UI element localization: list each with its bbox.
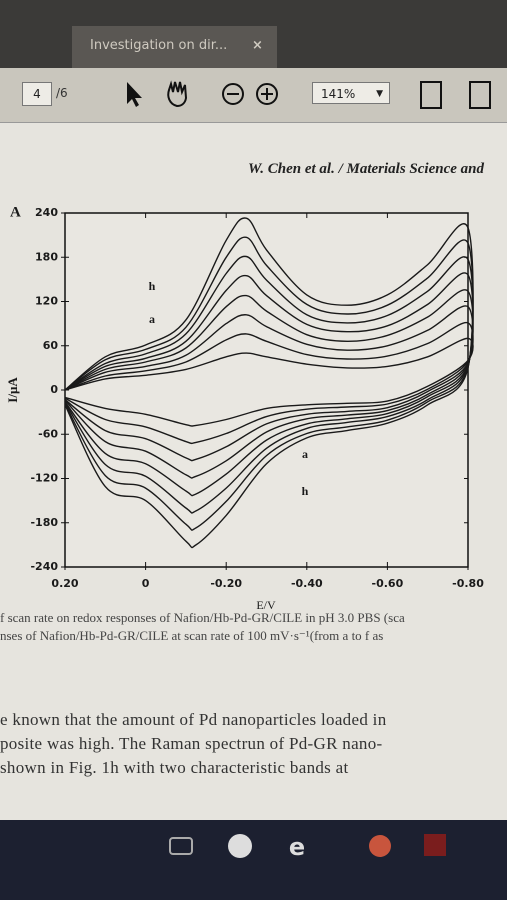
y-tick-label: -180	[30, 516, 58, 529]
x-tick-label: -0.60	[372, 577, 404, 590]
tool-icons	[127, 80, 278, 108]
y-tick-label: 0	[50, 383, 58, 396]
page-input[interactable]: 4	[22, 82, 52, 106]
y-tick-label: 180	[35, 250, 58, 263]
taskbar: e	[0, 820, 507, 900]
curve-annotation: h	[149, 279, 156, 293]
doc-icons	[420, 81, 491, 109]
pdf-icon[interactable]	[424, 834, 446, 856]
body-line: shown in Fig. 1h with two characteristic…	[0, 758, 349, 777]
zoom-value: 141%	[321, 87, 356, 101]
tab-title[interactable]: Investigation on dir...	[90, 38, 228, 53]
x-tick-label: 0	[142, 577, 150, 590]
cv-chart: A E/V I/μA -240 -180 -120 -60 0 60 120 180 240 0.…	[5, 204, 484, 612]
taskbar-icons: e	[169, 833, 446, 861]
tab-close[interactable]: ×	[252, 38, 263, 53]
cv-curve	[64, 217, 474, 549]
x-tick-label: -0.20	[210, 577, 242, 590]
y-tick-label: -60	[38, 427, 58, 440]
y-axis-label: I/μA	[5, 377, 20, 403]
y-tick-label: -240	[30, 560, 58, 573]
zoom-out[interactable]	[222, 83, 244, 105]
caption-line: f scan rate on redox responses of Nafion…	[0, 610, 405, 625]
x-axis-label: E/V	[256, 598, 276, 612]
tab[interactable]: Investigation on dir... ×	[72, 26, 277, 68]
rotate-icon[interactable]	[469, 81, 491, 109]
body-line: e known that the amount of Pd nanopartic…	[0, 710, 387, 729]
dropdown-arrow: ▼	[376, 89, 383, 99]
body-line: posite was high. The Raman spectrun of P…	[0, 734, 383, 753]
x-tick-label: -0.40	[291, 577, 323, 590]
fit-icon[interactable]	[420, 81, 442, 109]
x-tick-label: 0.20	[51, 577, 78, 590]
curve-annotation: a	[302, 447, 308, 461]
edge-icon[interactable]: e	[289, 833, 305, 861]
zoom-in-glyph	[261, 88, 273, 100]
y-tick-label: 120	[35, 295, 58, 308]
chrome-icon[interactable]	[369, 835, 391, 857]
running-header: W. Chen et al. / Materials Science and	[248, 161, 484, 177]
y-tick-label: 240	[35, 206, 58, 219]
app-icon[interactable]	[228, 834, 252, 858]
hand-tool[interactable]	[167, 80, 188, 108]
plot-frame	[64, 212, 469, 568]
curve-annotation: a	[149, 312, 155, 326]
zoom-in[interactable]	[256, 83, 278, 105]
curve-annotation: h	[302, 484, 309, 498]
y-tick-label: 60	[43, 339, 59, 352]
caption-line: nses of Nafion/Hb-Pd-GR/CILE at scan rat…	[0, 628, 384, 643]
x-tick-label: -0.80	[452, 577, 484, 590]
toolbar: 4 /6 141% ▼	[0, 68, 507, 123]
page-total: /6	[56, 86, 68, 100]
panel-label: A	[10, 204, 21, 220]
zoom-select[interactable]: 141% ▼	[312, 82, 390, 104]
tab-bar: Investigation on dir... ×	[0, 0, 507, 68]
select-tool[interactable]	[127, 82, 142, 107]
task-view[interactable]	[169, 837, 193, 855]
y-tick-label: -120	[30, 472, 58, 485]
